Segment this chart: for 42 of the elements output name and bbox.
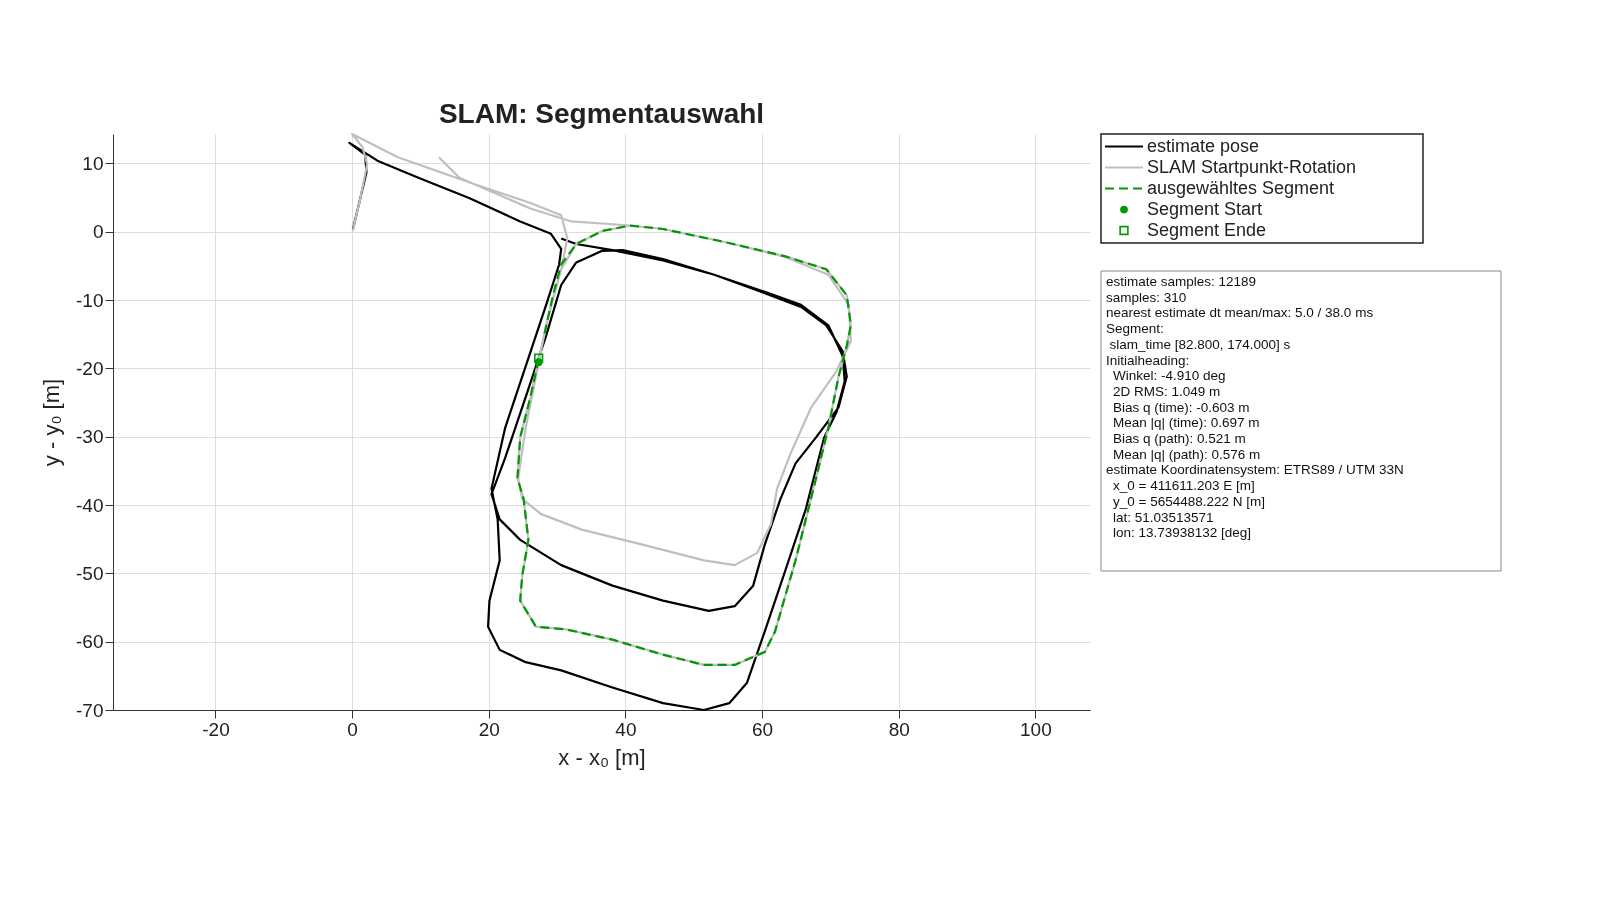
text: Initialheading: [1106,352,1190,368]
legend-label: ausgewähltes Segment [1147,177,1335,198]
text: y_0 = 5654488.222 N [m] [1113,493,1265,509]
y-tick-label: -70 [76,699,104,721]
text: estimate samples: 12189 [1106,274,1257,289]
y-tick-label: -30 [76,426,104,448]
legend-label: SLAM Startpunkt-Rotation [1147,156,1357,177]
text: nearest estimate dt mean/max: 5.0 / 38.0 ms [1106,305,1374,321]
y-tick-label: -20 [76,357,104,379]
y-tick-label: -50 [76,562,104,584]
text: x_0 = 411611.203 E [m] [1113,478,1255,494]
text: estimate Koordinatensystem: ETRS89 / UTM 33N [1106,462,1404,478]
y-tick-label: 0 [92,221,104,243]
text: lat: 51.03513571 [1113,509,1214,525]
y-tick-label: -40 [76,494,104,516]
text: lon: 13.73938132 [deg] [1113,525,1252,541]
y-axis-title: y - y₀ [m] [39,378,65,467]
x-tick-label: 100 [1019,718,1052,740]
text: Bias q (path): 0.521 m [1113,431,1246,446]
x-tick-label: 20 [478,718,500,740]
text: Mean |q| (time): 0.697 m [1113,415,1260,431]
text: Segment: [1106,321,1164,337]
text: Bias q (time): -0.603 m [1113,399,1250,415]
text: Winkel: -4.910 deg [1113,368,1226,384]
line-series [516,224,852,666]
x-tick-label: -20 [202,718,230,740]
chart-title: SLAM: Segmentauswahl [438,97,765,129]
text: Mean |q| (path): 0.576 m [1113,446,1261,462]
x-tick-label: 80 [888,718,910,740]
legend-label: Segment Start [1147,198,1263,219]
x-tick-label: 40 [615,718,637,740]
legend-label: Segment Ende [1147,219,1267,240]
y-tick-label: -60 [76,631,104,653]
text: 2D RMS: 1.049 m [1113,383,1221,399]
x-tick-label: 60 [751,718,774,740]
text: slam_time [82.800, 174.000] s [1109,336,1291,352]
text: samples: 310 [1106,289,1187,305]
x-tick-label: 0 [347,718,358,740]
y-tick-label: 10 [82,152,104,174]
legend-label: estimate pose [1147,135,1260,156]
y-tick-label: -10 [76,289,104,311]
x-axis-title: x - x₀ [m] [558,744,646,770]
